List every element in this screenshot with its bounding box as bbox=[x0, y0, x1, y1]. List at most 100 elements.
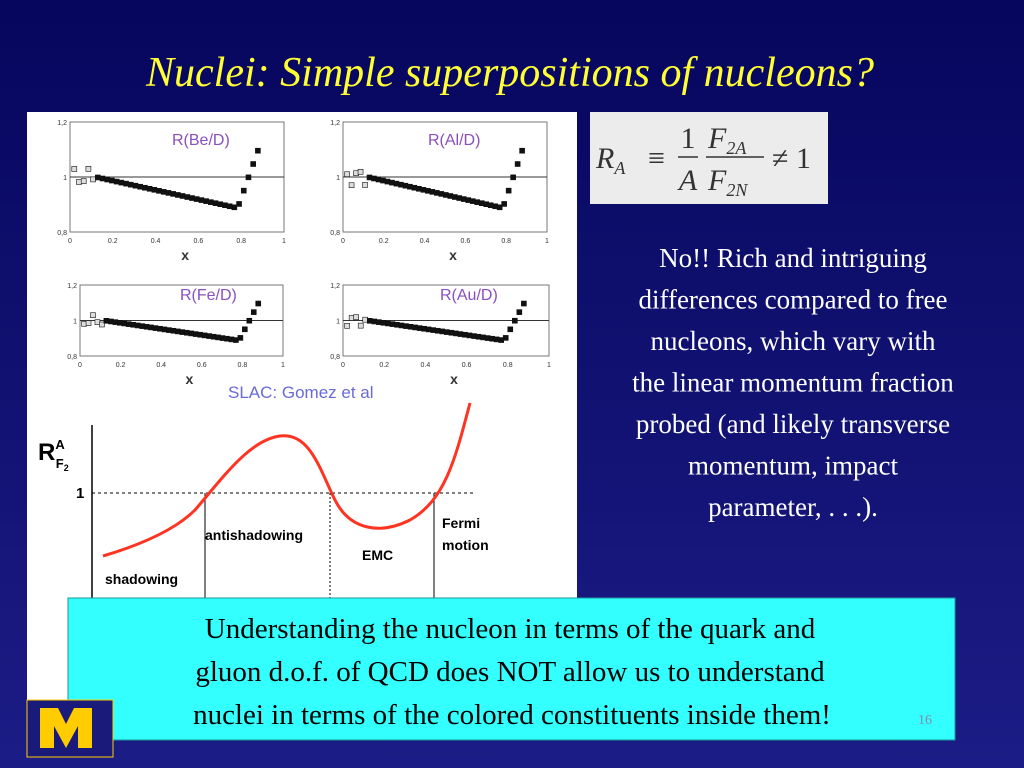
y-axis-label: RA F2 bbox=[38, 437, 69, 473]
data-point bbox=[510, 174, 516, 181]
data-point bbox=[137, 183, 143, 190]
data-point bbox=[151, 187, 158, 193]
x-tick-label: 0.6 bbox=[197, 362, 207, 369]
callout-text: Understanding the nucleon in terms of th… bbox=[193, 613, 831, 731]
data-point bbox=[99, 175, 106, 182]
data-point bbox=[99, 321, 105, 328]
x-tick-label: 0 bbox=[341, 238, 345, 245]
panel-label: R(Al/D) bbox=[428, 132, 480, 149]
data-point bbox=[142, 184, 148, 191]
data-point bbox=[519, 147, 525, 154]
data-point bbox=[123, 180, 129, 187]
rhs: ≠ 1 bbox=[772, 142, 811, 175]
data-point bbox=[240, 187, 247, 194]
data-point bbox=[496, 204, 503, 211]
x-tick-label: 0.6 bbox=[461, 238, 471, 245]
data-point bbox=[507, 326, 514, 333]
data-point bbox=[95, 174, 101, 181]
data-point bbox=[85, 320, 92, 326]
symbol: R bbox=[595, 142, 614, 175]
x-tick-label: 1 bbox=[281, 362, 285, 369]
label-part: A bbox=[55, 437, 65, 452]
y-tick-label: 1,2 bbox=[67, 283, 77, 290]
x-axis-label: x bbox=[186, 371, 194, 387]
data-point bbox=[344, 323, 350, 329]
data-point bbox=[212, 200, 219, 206]
data-point bbox=[156, 188, 162, 194]
panel-label: R(Au/D) bbox=[440, 287, 498, 304]
body-text: No!! Rich and intriguing differences comp… bbox=[632, 243, 954, 522]
body-line: the linear momentum fraction bbox=[632, 368, 954, 398]
x-tick-label: 0.4 bbox=[420, 238, 430, 245]
page-number: 16 bbox=[918, 713, 932, 728]
figure-content: 1,210,80 0.2 0.4 0.6 0.8 1xR(Be/D)1,210,80 0.2… bbox=[38, 120, 551, 600]
data-point bbox=[132, 182, 139, 189]
data-point bbox=[85, 166, 92, 172]
data-point bbox=[514, 161, 521, 167]
data-point bbox=[255, 147, 261, 154]
data-point bbox=[175, 192, 181, 198]
y-tick-label: 1,2 bbox=[57, 120, 67, 127]
data-point bbox=[109, 177, 115, 184]
data-point bbox=[203, 198, 209, 204]
x-tick-label: 0 bbox=[78, 362, 82, 369]
data-point bbox=[90, 312, 96, 318]
data-point bbox=[71, 166, 78, 172]
equiv: ≡ bbox=[648, 142, 665, 175]
y-tick-label: 1 bbox=[336, 175, 340, 182]
y-tick-label: 1,2 bbox=[330, 120, 340, 127]
y-tick-label: 1 bbox=[76, 485, 84, 502]
data-point bbox=[245, 174, 252, 181]
x-tick-label: 1 bbox=[547, 362, 551, 369]
data-point bbox=[113, 178, 120, 185]
x-axis-label: x bbox=[450, 371, 458, 387]
denominator: A bbox=[677, 164, 698, 197]
body-line: parameter, . . .). bbox=[708, 492, 878, 522]
data-point bbox=[255, 300, 262, 307]
data-point bbox=[160, 189, 167, 195]
x-tick-label: 0.4 bbox=[421, 362, 431, 369]
data-point bbox=[146, 185, 153, 192]
x-tick-label: 0.8 bbox=[236, 238, 246, 245]
data-point bbox=[193, 196, 200, 202]
data-point bbox=[127, 181, 134, 188]
ratio-curve bbox=[102, 402, 472, 558]
x-tick-label: 0 bbox=[341, 362, 345, 369]
data-point bbox=[357, 168, 364, 175]
data-point bbox=[362, 182, 368, 188]
symbol: F bbox=[707, 122, 727, 155]
formula: RA ≡ 1 A F2A F2N ≠ 1 bbox=[595, 122, 811, 200]
data-point bbox=[348, 182, 355, 189]
x-tick-label: 0.2 bbox=[379, 238, 389, 245]
data-point bbox=[208, 199, 214, 205]
x-tick-label: 0.4 bbox=[156, 362, 166, 369]
data-point bbox=[179, 193, 186, 199]
x-tick-label: 0.2 bbox=[108, 238, 118, 245]
slide-title: Nuclei: Simple superpositions of nucleon… bbox=[145, 50, 874, 96]
data-point bbox=[198, 197, 205, 203]
data-point bbox=[90, 176, 96, 183]
formula-lhs: RA bbox=[595, 142, 626, 178]
body-line: nucleons, which vary with bbox=[651, 326, 936, 356]
body-line: probed (and likely transverse bbox=[636, 409, 950, 439]
x-tick-label: 1 bbox=[282, 238, 286, 245]
y-tick-label: 0,8 bbox=[330, 230, 340, 237]
data-point bbox=[237, 335, 244, 341]
callout-line: Understanding the nucleon in terms of th… bbox=[205, 613, 816, 645]
callout-line: nuclei in terms of the colored constitue… bbox=[193, 699, 831, 731]
x-tick-label: 0.2 bbox=[379, 362, 389, 369]
data-point bbox=[170, 191, 176, 197]
subscript: 2A bbox=[726, 138, 747, 158]
x-tick-label: 0.8 bbox=[501, 238, 511, 245]
formula-box bbox=[590, 112, 828, 204]
data-point bbox=[165, 190, 172, 196]
panel: 1,2 1 0,80 0.2 0.4 0.6 0.8 1 x R(Au/D) bbox=[330, 283, 551, 387]
schematic: RA F2 1 shadowing antishadowing EMC Fermi motio… bbox=[38, 402, 489, 600]
y-tick-label: 1 bbox=[63, 175, 67, 182]
label-part: R bbox=[38, 439, 55, 466]
data-point bbox=[118, 179, 125, 186]
data-point bbox=[246, 317, 253, 324]
panel: 1,2 1 0,80 0.2 0.4 0.6 0.8 1 x R(Fe/D) bbox=[67, 283, 285, 387]
data-point bbox=[505, 187, 512, 194]
